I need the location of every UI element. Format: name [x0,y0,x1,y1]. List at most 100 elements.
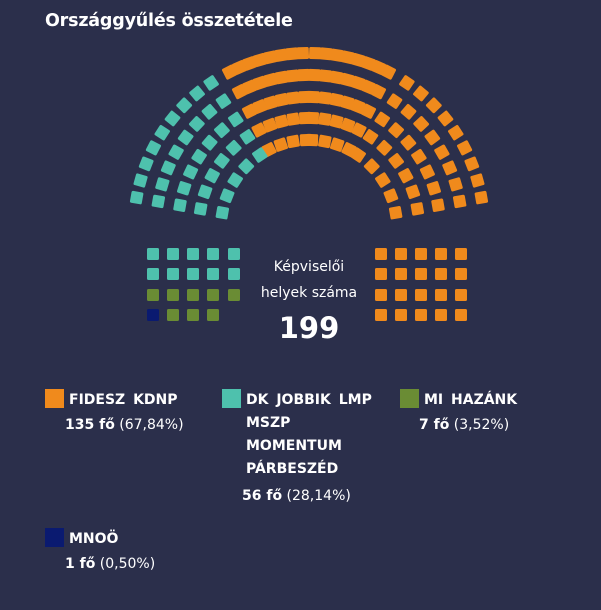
seat-dk-1 [252,147,268,163]
seat-fidesz-79 [252,99,268,114]
seat-fidesz-55 [329,70,344,85]
seat-fidesz-108 [415,289,427,301]
seat-fidesz-47 [340,95,355,110]
seat-fidesz-102 [395,268,407,280]
seat-fidesz-107 [395,289,407,301]
seat-dk-18 [173,198,187,212]
seat-fidesz-48 [329,93,344,107]
seat-fidesz-26 [386,93,403,109]
seat-fidesz-71 [286,112,300,126]
seat-fidesz-12 [431,198,445,212]
seat-mihazank-7 [187,309,199,321]
seat-fidesz-101 [375,268,387,280]
seat-dk-41 [147,268,159,280]
seat-dk-14 [201,134,218,151]
center-total: 199 [279,311,340,345]
seat-fidesz-3 [375,172,391,188]
seat-fidesz-53 [350,75,366,91]
seat-dk-35 [129,190,144,205]
seat-fidesz-115 [455,309,467,321]
seat-fidesz-45 [360,103,377,119]
seat-fidesz-19 [452,194,467,209]
seat-mihazank-8 [207,309,219,321]
seat-dk-5 [215,206,230,220]
seat-fidesz-65 [308,46,322,60]
seat-mihazank-1 [147,289,159,301]
seat-fidesz-14 [419,164,435,180]
seat-fidesz-13 [426,181,441,196]
seat-dk-43 [187,268,199,280]
seat-fidesz-86 [242,79,258,95]
seat-fidesz-17 [388,122,404,138]
seat-dk-22 [177,129,194,146]
seat-fidesz-68 [273,137,289,152]
seat-dk-2 [238,158,255,175]
seat-fidesz-63 [330,48,344,62]
seat-fidesz-11 [362,129,379,145]
seat-fidesz-51 [370,84,387,100]
seat-fidesz-6 [410,202,425,216]
seat-fidesz-52 [360,79,376,95]
seat-fidesz-64 [319,47,333,61]
seat-fidesz-20 [448,177,463,192]
seat-fidesz-97 [395,248,407,260]
seat-fidesz-72 [274,114,289,129]
seat-dk-21 [188,116,205,132]
seat-fidesz-57 [308,68,321,82]
legend-count-mihazank: 7 fő (3,52%) [419,417,510,433]
seat-mihazank-3 [187,289,199,301]
seat-dk-32 [145,140,161,156]
seat-dk-3 [227,172,243,188]
legend-label-fidesz: FIDESZ KDNP [69,392,178,408]
legend-label-mihazank: MI HAZÁNK [424,392,518,408]
seat-dk-20 [201,103,218,120]
seat-fidesz-27 [474,190,489,205]
seat-fidesz-33 [425,97,442,114]
seat-dk-26 [151,194,166,209]
seat-mihazank-6 [167,309,179,321]
seat-dk-44 [207,268,219,280]
seat-fidesz-10 [376,139,393,156]
seat-dk-39 [207,248,219,260]
seat-fidesz-92 [252,52,268,68]
seat-fidesz-62 [340,50,355,65]
seat-fidesz-67 [286,134,300,149]
seat-fidesz-2 [383,188,399,204]
seat-dk-36 [147,248,159,260]
seat-fidesz-84 [263,72,278,87]
seat-fidesz-42 [329,114,344,129]
legend-count-dk: 56 fő (28,14%) [242,488,351,504]
seat-fidesz-30 [457,140,473,156]
seat-fidesz-54 [340,72,355,87]
seat-fidesz-8 [398,168,414,184]
legend-label-mnoo: MNOÖ [69,531,119,547]
seat-fidesz-88 [296,46,310,60]
seat-dk-28 [189,85,205,102]
seat-fidesz-110 [455,289,467,301]
seat-fidesz-38 [318,134,332,149]
seat-fidesz-111 [375,309,387,321]
legend-swatch-mihazank [400,389,419,408]
seat-fidesz-81 [297,68,310,82]
seat-mihazank-2 [167,289,179,301]
legend-swatch-dk [222,389,241,408]
seat-dk-17 [177,181,192,196]
seat-dk-27 [203,75,219,91]
legend-count-fidesz: 135 fő (67,84%) [65,417,184,433]
seat-fidesz-29 [464,156,480,172]
seat-fidesz-1 [388,206,403,220]
seat-fidesz-100 [455,248,467,260]
seat-dk-10 [197,184,213,200]
seat-fidesz-59 [371,60,386,75]
seat-mnoo-1 [147,309,159,321]
seat-fidesz-32 [437,110,454,127]
seat-fidesz-60 [361,56,376,71]
seat-mihazank-5 [228,289,240,301]
seat-fidesz-103 [415,268,427,280]
seat-fidesz-105 [455,268,467,280]
seat-fidesz-56 [318,69,332,83]
seat-fidesz-23 [424,129,441,146]
seat-dk-13 [214,122,230,138]
seat-dk-16 [183,164,199,180]
seat-dk-7 [225,139,242,156]
